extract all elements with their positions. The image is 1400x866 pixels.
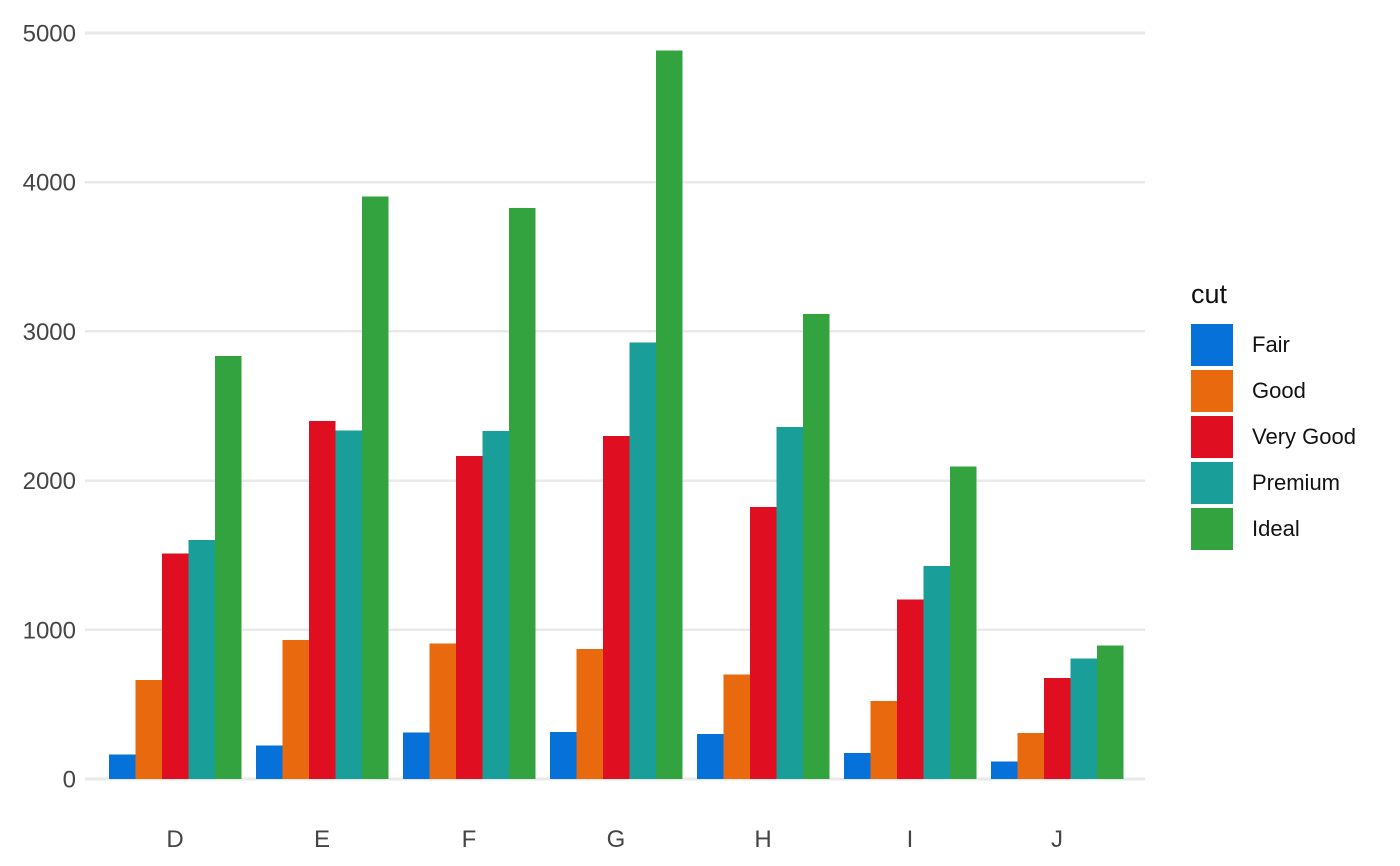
x-tick-label-J: J xyxy=(1051,826,1063,853)
x-tick-label-D: D xyxy=(166,826,183,853)
legend-item-label: Ideal xyxy=(1252,516,1300,541)
bar-I-good xyxy=(870,701,897,779)
bar-I-ideal xyxy=(949,466,977,779)
bar-G-premium xyxy=(629,342,656,779)
legend-swatch-icon xyxy=(1191,370,1233,412)
bar-D-premium xyxy=(188,539,215,779)
x-tick-label-F: F xyxy=(462,826,477,853)
bar-D-ideal xyxy=(214,356,242,779)
x-tick-label-E: E xyxy=(314,826,330,853)
legend-item-fair: Fair xyxy=(1191,324,1356,366)
bar-J-ideal xyxy=(1096,645,1124,779)
bar-I-very-good xyxy=(896,599,924,779)
legend-swatch-icon xyxy=(1191,416,1233,458)
legend-item-label: Very Good xyxy=(1252,424,1356,449)
bar-G-good xyxy=(576,649,603,779)
legend: cut Fair Good Very Good Premium Ideal xyxy=(1191,281,1356,550)
legend-item-ideal: Ideal xyxy=(1191,508,1356,550)
bar-D-fair xyxy=(108,754,136,779)
legend-item-very-good: Very Good xyxy=(1191,416,1356,458)
bar-H-fair xyxy=(696,733,724,779)
legend-swatch-icon xyxy=(1191,462,1233,504)
y-tick-label: 1000 xyxy=(23,617,76,644)
bar-E-premium xyxy=(335,430,362,779)
bar-E-very-good xyxy=(308,420,336,779)
bar-D-good xyxy=(135,680,162,779)
bar-J-very-good xyxy=(1043,677,1071,779)
y-tick-label: 0 xyxy=(63,767,76,794)
legend-item-label: Premium xyxy=(1252,470,1341,495)
bar-J-good xyxy=(1017,733,1044,779)
bar-E-fair xyxy=(255,745,283,779)
bar-E-good xyxy=(282,639,309,779)
legend-item-label: Fair xyxy=(1252,332,1290,357)
x-tick-label-H: H xyxy=(754,826,771,853)
bar-I-premium xyxy=(923,565,950,779)
bar-G-very-good xyxy=(602,435,630,779)
legend-swatch-icon xyxy=(1191,324,1233,366)
bar-H-very-good xyxy=(749,506,777,779)
legend-swatch-icon xyxy=(1191,508,1233,550)
y-tick-label: 2000 xyxy=(23,468,76,495)
bar-F-good xyxy=(429,643,456,779)
legend-item-premium: Premium xyxy=(1191,462,1356,504)
legend-title: cut xyxy=(1191,279,1228,309)
bar-F-ideal xyxy=(508,208,536,779)
legend-items: Fair Good Very Good Premium Ideal xyxy=(1191,324,1356,550)
bar-G-fair xyxy=(549,732,577,779)
bar-J-fair xyxy=(990,761,1018,779)
y-tick-label: 3000 xyxy=(23,319,76,346)
legend-item-good: Good xyxy=(1191,370,1356,412)
bar-E-ideal xyxy=(361,196,389,780)
bar-H-good xyxy=(723,674,750,779)
bar-G-ideal xyxy=(655,50,683,780)
bar-H-premium xyxy=(776,426,803,779)
bar-H-ideal xyxy=(802,314,830,779)
bar-F-premium xyxy=(482,431,509,779)
bar-I-fair xyxy=(843,752,871,779)
bar-F-fair xyxy=(402,732,430,779)
x-tick-label-I: I xyxy=(907,826,914,853)
y-tick-label: 4000 xyxy=(23,170,76,197)
legend-item-label: Good xyxy=(1252,378,1306,403)
bar-F-very-good xyxy=(455,456,483,779)
y-tick-label: 5000 xyxy=(23,21,76,48)
bar-D-very-good xyxy=(161,553,189,779)
bar-J-premium xyxy=(1070,658,1097,779)
x-tick-label-G: G xyxy=(607,826,626,853)
